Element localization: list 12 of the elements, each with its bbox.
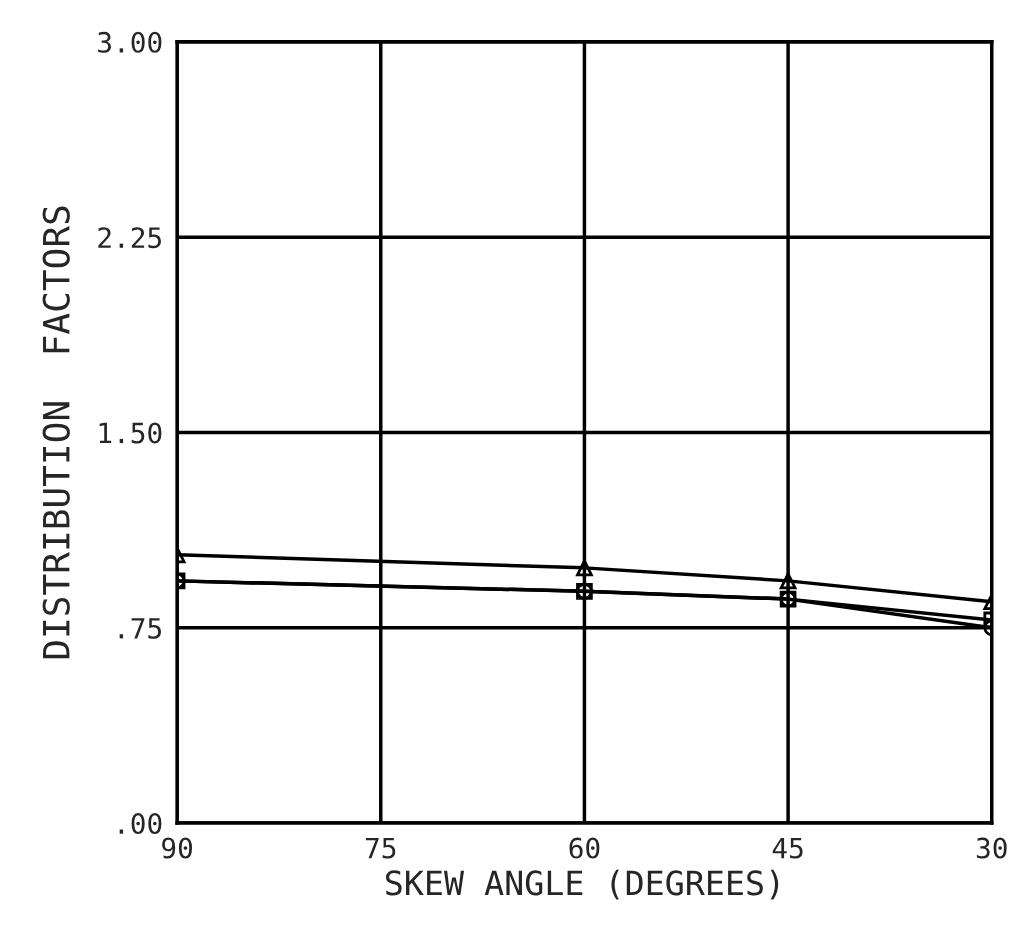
- x-tick-label: 90: [162, 837, 193, 859]
- y-tick-label: 2.25: [98, 227, 161, 249]
- y-tick-label: .00: [119, 813, 162, 835]
- x-axis-title: SKEW ANGLE (DEGREES): [386, 869, 779, 900]
- y-axis-title: DISTRIBUTION FACTORS: [42, 206, 70, 659]
- y-tick-label: 1.50: [99, 422, 162, 444]
- x-tick-label: 75: [365, 837, 396, 859]
- y-tick-label: 3.00: [98, 31, 162, 53]
- x-tick-label: 30: [976, 837, 1007, 859]
- y-tick-label: .75: [119, 618, 161, 639]
- x-tick-label: 45: [772, 837, 803, 859]
- x-tick-label: 60: [569, 837, 600, 859]
